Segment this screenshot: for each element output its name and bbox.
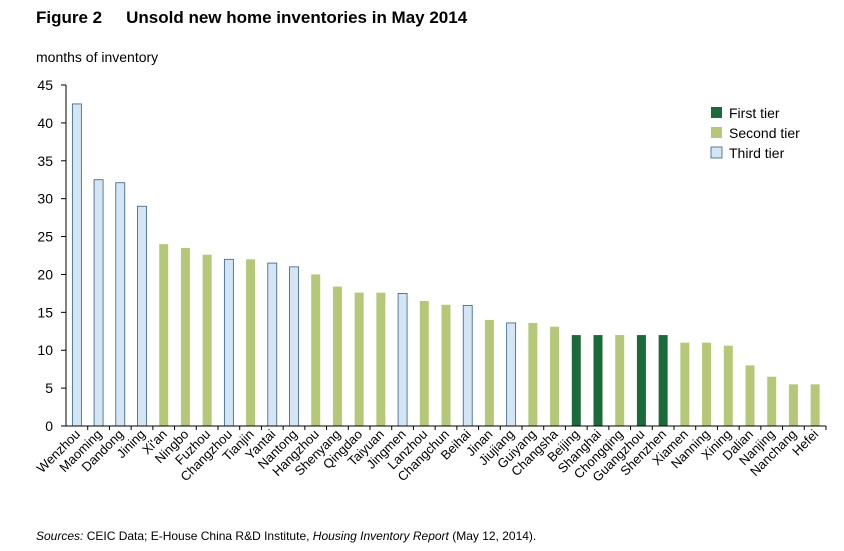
- bar: [636, 335, 646, 426]
- source-note: Sources: CEIC Data; E-House China R&D In…: [36, 529, 536, 543]
- bar: [159, 244, 169, 426]
- y-axis: 0 5 10 15 20 25 30 35 40 45: [37, 77, 66, 434]
- y-tick-label: 20: [37, 266, 53, 282]
- bar: [397, 292, 408, 427]
- bar: [745, 365, 755, 426]
- bar: [93, 179, 104, 427]
- y-tick-label: 0: [45, 418, 53, 434]
- bar: [419, 300, 429, 426]
- source-label: Sources:: [36, 529, 84, 543]
- bar: [137, 205, 147, 427]
- legend: First tier Second tier Third tier: [710, 105, 800, 161]
- bar: [202, 254, 212, 426]
- figure-title: Figure 2 Unsold new home inventories in M…: [36, 8, 467, 28]
- bar: [571, 335, 581, 426]
- x-tick-label: Hefei: [789, 426, 821, 458]
- source-text-after: (May 12, 2014).: [448, 529, 537, 543]
- bar: [311, 274, 321, 426]
- figure-number: Figure 2: [36, 8, 103, 27]
- y-tick-label: 10: [37, 342, 53, 358]
- y-axis-unit-label: months of inventory: [36, 49, 159, 65]
- bar: [376, 292, 386, 426]
- bar: [528, 322, 538, 426]
- bar: [767, 376, 777, 426]
- bar: [71, 103, 82, 427]
- bar: [332, 286, 342, 426]
- y-tick-label: 40: [37, 115, 53, 131]
- bar: [462, 305, 473, 427]
- bar: [550, 326, 560, 426]
- bar: [810, 384, 820, 426]
- bar: [441, 304, 451, 426]
- bar-series: [71, 103, 820, 427]
- bar: [593, 335, 603, 426]
- y-tick-label: 25: [37, 229, 53, 245]
- y-tick-label: 30: [37, 191, 53, 207]
- legend-label: Second tier: [729, 125, 800, 141]
- y-tick-label: 45: [37, 77, 53, 93]
- bar: [702, 342, 712, 426]
- legend-swatch: [711, 107, 722, 118]
- y-tick-label: 5: [45, 380, 53, 396]
- source-report-title: Housing Inventory Report: [312, 529, 449, 543]
- bar: [484, 319, 494, 426]
- source-text-before: CEIC Data; E-House China R&D Institute,: [83, 529, 313, 543]
- bar: [223, 258, 234, 427]
- x-axis-labels: WenzhouMaomingDandongJiningXi'anNingboFu…: [34, 426, 827, 485]
- bar: [615, 335, 625, 426]
- bar: [180, 247, 190, 426]
- bar: [506, 322, 517, 427]
- bar: [267, 262, 278, 427]
- bar: [115, 182, 126, 427]
- figure-title-text: Unsold new home inventories in May 2014: [126, 8, 468, 27]
- y-tick-label: 15: [37, 304, 53, 320]
- bar: [246, 259, 256, 426]
- bar: [788, 384, 798, 426]
- bar: [354, 292, 364, 426]
- bar: [658, 335, 668, 426]
- y-tick-label: 35: [37, 153, 53, 169]
- legend-swatch: [711, 127, 722, 138]
- bar: [723, 345, 733, 426]
- bar: [680, 342, 690, 426]
- legend-label: Third tier: [729, 145, 785, 161]
- legend-label: First tier: [729, 105, 780, 121]
- legend-swatch: [710, 146, 723, 159]
- bar: [289, 266, 299, 427]
